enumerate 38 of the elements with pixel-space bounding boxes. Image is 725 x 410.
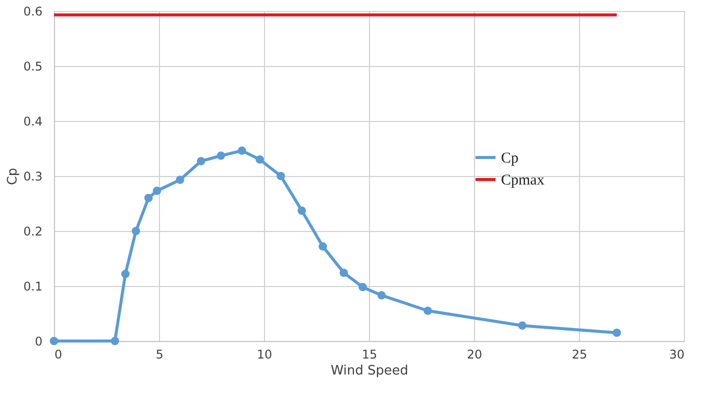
x-tick-label: 20 [466,348,482,362]
x-tick-label: 0 [54,348,62,362]
y-tick-label: 0.4 [23,114,42,128]
point [110,336,120,346]
x-tick-label: 5 [156,348,164,362]
point [50,336,58,346]
y-tick-label: 0.2 [23,224,42,238]
point [132,226,140,236]
point [196,156,206,166]
y-tick-label: 0.6 [23,4,42,18]
legend-label: Cpmax [501,172,545,188]
point [318,242,327,251]
y-tick-label: 0.1 [23,280,42,294]
y-axis-title: Cp [5,168,20,186]
legend-label: Cp [501,150,519,166]
x-tick-label: 10 [256,348,272,362]
point [518,321,526,330]
x-tick-label: 25 [572,348,588,362]
point [340,268,348,277]
point [176,176,184,184]
point [358,282,367,292]
x-tick-label: 15 [362,348,378,362]
x-axis-title: Wind Speed [330,364,408,378]
point [216,151,226,160]
x-tick-label: 30 [669,348,684,362]
point [144,194,153,202]
point [121,270,130,278]
point [298,206,306,215]
point [152,186,162,196]
point [276,172,285,180]
point [256,155,264,164]
point [377,291,386,300]
y-tick-label: 0 [34,334,42,348]
y-tick-label: 0.3 [23,170,42,184]
point [238,146,246,155]
point [424,306,432,315]
point [612,328,621,337]
y-tick-label: 0.5 [23,60,42,74]
